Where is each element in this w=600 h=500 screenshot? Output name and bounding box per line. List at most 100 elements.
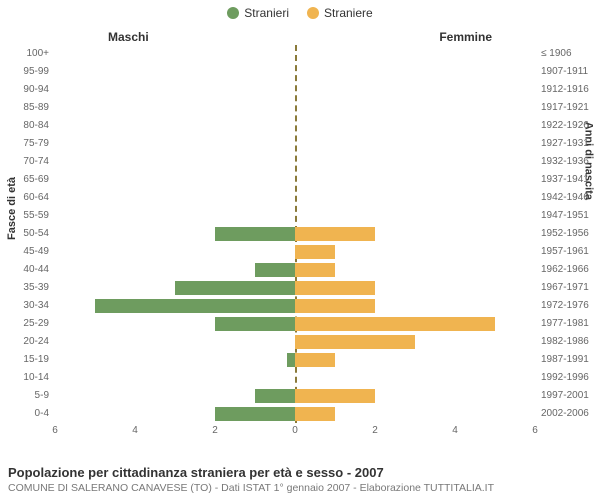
birth-label: 1992-1996 <box>541 369 596 387</box>
birth-label: 1982-1986 <box>541 333 596 351</box>
chart-row: 45-491957-1961 <box>55 243 535 261</box>
bar-male <box>255 389 295 403</box>
age-label: 40-44 <box>1 261 49 279</box>
age-label: 65-69 <box>1 171 49 189</box>
age-label: 20-24 <box>1 333 49 351</box>
birth-label: 1932-1936 <box>541 153 596 171</box>
x-tick: 2 <box>212 425 218 436</box>
birth-label: 1942-1946 <box>541 189 596 207</box>
birth-label: 1987-1991 <box>541 351 596 369</box>
chart-row: 85-891917-1921 <box>55 99 535 117</box>
age-label: 5-9 <box>1 387 49 405</box>
age-label: 10-14 <box>1 369 49 387</box>
birth-label: 1927-1931 <box>541 135 596 153</box>
chart-row: 95-991907-1911 <box>55 63 535 81</box>
bar-female <box>295 335 415 349</box>
chart-row: 80-841922-1926 <box>55 117 535 135</box>
birth-label: 1957-1961 <box>541 243 596 261</box>
age-label: 85-89 <box>1 99 49 117</box>
age-label: 25-29 <box>1 315 49 333</box>
x-tick: 4 <box>132 425 138 436</box>
plot-area: 100+≤ 190695-991907-191190-941912-191685… <box>55 45 535 423</box>
chart-row: 35-391967-1971 <box>55 279 535 297</box>
birth-label: ≤ 1906 <box>541 45 596 63</box>
chart-row: 65-691937-1941 <box>55 171 535 189</box>
bar-female <box>295 317 495 331</box>
x-tick: 0 <box>292 425 298 436</box>
chart-row: 40-441962-1966 <box>55 261 535 279</box>
chart-row: 30-341972-1976 <box>55 297 535 315</box>
bar-male <box>287 353 295 367</box>
bar-male <box>215 407 295 421</box>
age-label: 70-74 <box>1 153 49 171</box>
chart-container: Stranieri Straniere Maschi Femmine Fasce… <box>0 0 600 500</box>
legend-item-male: Stranieri <box>227 6 289 20</box>
chart-row: 25-291977-1981 <box>55 315 535 333</box>
legend-swatch-male <box>227 7 239 19</box>
legend: Stranieri Straniere <box>0 0 600 20</box>
x-tick: 6 <box>52 425 58 436</box>
age-label: 15-19 <box>1 351 49 369</box>
bar-male <box>215 227 295 241</box>
chart-subtitle: COMUNE DI SALERANO CANAVESE (TO) - Dati … <box>8 482 592 494</box>
birth-label: 1997-2001 <box>541 387 596 405</box>
age-label: 75-79 <box>1 135 49 153</box>
x-tick: 6 <box>532 425 538 436</box>
chart-row: 60-641942-1946 <box>55 189 535 207</box>
bar-male <box>95 299 295 313</box>
x-tick: 4 <box>452 425 458 436</box>
bar-female <box>295 281 375 295</box>
legend-label-male: Stranieri <box>244 6 289 20</box>
bar-female <box>295 353 335 367</box>
birth-label: 1947-1951 <box>541 207 596 225</box>
bar-male <box>175 281 295 295</box>
legend-label-female: Straniere <box>324 6 373 20</box>
age-label: 95-99 <box>1 63 49 81</box>
birth-label: 1937-1941 <box>541 171 596 189</box>
bar-female <box>295 407 335 421</box>
age-label: 30-34 <box>1 297 49 315</box>
birth-label: 1977-1981 <box>541 315 596 333</box>
chart-row: 75-791927-1931 <box>55 135 535 153</box>
chart-row: 10-141992-1996 <box>55 369 535 387</box>
chart-title: Popolazione per cittadinanza straniera p… <box>8 465 592 480</box>
age-label: 0-4 <box>1 405 49 423</box>
chart-row: 100+≤ 1906 <box>55 45 535 63</box>
birth-label: 1922-1926 <box>541 117 596 135</box>
birth-label: 1917-1921 <box>541 99 596 117</box>
bar-female <box>295 299 375 313</box>
chart-row: 50-541952-1956 <box>55 225 535 243</box>
chart-row: 20-241982-1986 <box>55 333 535 351</box>
legend-swatch-female <box>307 7 319 19</box>
age-label: 90-94 <box>1 81 49 99</box>
chart-row: 15-191987-1991 <box>55 351 535 369</box>
chart-row: 90-941912-1916 <box>55 81 535 99</box>
chart-row: 0-42002-2006 <box>55 405 535 423</box>
birth-label: 1952-1956 <box>541 225 596 243</box>
side-title-right: Femmine <box>439 30 492 44</box>
birth-label: 1962-1966 <box>541 261 596 279</box>
age-label: 80-84 <box>1 117 49 135</box>
x-axis-ticks: 6 4 2 0 2 4 6 <box>55 425 535 441</box>
chart-footer: Popolazione per cittadinanza straniera p… <box>8 465 592 494</box>
legend-item-female: Straniere <box>307 6 373 20</box>
side-title-left: Maschi <box>108 30 149 44</box>
age-label: 35-39 <box>1 279 49 297</box>
bar-male <box>255 263 295 277</box>
age-label: 60-64 <box>1 189 49 207</box>
bar-female <box>295 227 375 241</box>
bar-female <box>295 245 335 259</box>
birth-label: 1912-1916 <box>541 81 596 99</box>
bar-female <box>295 389 375 403</box>
birth-label: 1972-1976 <box>541 297 596 315</box>
age-label: 100+ <box>1 45 49 63</box>
x-tick: 2 <box>372 425 378 436</box>
age-label: 55-59 <box>1 207 49 225</box>
chart-row: 55-591947-1951 <box>55 207 535 225</box>
chart-row: 5-91997-2001 <box>55 387 535 405</box>
bar-male <box>215 317 295 331</box>
age-label: 45-49 <box>1 243 49 261</box>
age-label: 50-54 <box>1 225 49 243</box>
bar-female <box>295 263 335 277</box>
birth-label: 1967-1971 <box>541 279 596 297</box>
